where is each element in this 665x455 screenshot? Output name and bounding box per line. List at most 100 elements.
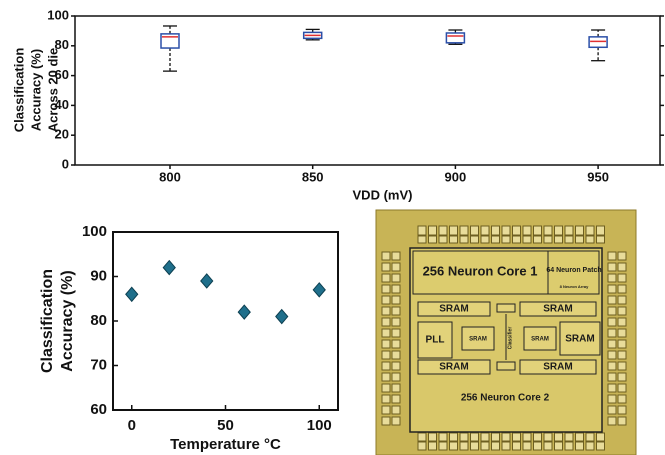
small-box <box>497 304 515 312</box>
pad <box>608 373 616 381</box>
pad <box>492 236 500 243</box>
pad <box>502 442 510 450</box>
data-point <box>163 261 175 275</box>
pad <box>439 433 447 441</box>
pad <box>450 442 458 450</box>
pad <box>576 226 584 235</box>
pad <box>513 433 521 441</box>
pad <box>523 226 531 235</box>
die-label: 64 Neuron Patch <box>546 267 601 274</box>
pad <box>392 307 400 315</box>
y-axis-label: Classification <box>39 269 56 373</box>
die-label: 8 Neuron Array <box>560 284 590 289</box>
pad <box>492 226 500 235</box>
box <box>446 33 464 43</box>
pad <box>418 226 426 235</box>
x-tick-label: 50 <box>217 417 234 434</box>
pad <box>502 236 510 243</box>
pad <box>523 442 531 450</box>
die-label: SRAM <box>439 362 468 373</box>
pad <box>608 296 616 304</box>
pad <box>597 442 605 450</box>
pad <box>555 236 563 243</box>
pad <box>471 442 479 450</box>
y-tick-label: 90 <box>90 267 107 284</box>
pad <box>418 236 426 243</box>
pad <box>382 274 390 282</box>
pad <box>382 263 390 271</box>
pad <box>382 351 390 359</box>
pad <box>618 329 626 337</box>
pad <box>392 318 400 326</box>
pad <box>618 351 626 359</box>
pad <box>392 340 400 348</box>
pad <box>492 433 500 441</box>
pad <box>382 395 390 403</box>
pad <box>382 318 390 326</box>
pad <box>392 351 400 359</box>
pad <box>608 384 616 392</box>
pad <box>618 263 626 271</box>
pad <box>392 373 400 381</box>
pad <box>618 384 626 392</box>
pad <box>450 236 458 243</box>
pad <box>392 274 400 282</box>
pad <box>565 226 573 235</box>
x-tick-label: 900 <box>445 169 467 184</box>
pad <box>608 318 616 326</box>
pad <box>608 263 616 271</box>
pad <box>471 433 479 441</box>
pad <box>597 236 605 243</box>
pad <box>460 433 468 441</box>
y-tick-label: 100 <box>47 7 69 22</box>
pad <box>608 252 616 260</box>
pad <box>439 236 447 243</box>
data-point <box>126 287 138 301</box>
pad <box>439 442 447 450</box>
pad <box>576 442 584 450</box>
die-label: 256 Neuron Core 2 <box>461 393 550 404</box>
pad <box>460 236 468 243</box>
pad <box>382 252 390 260</box>
pad <box>565 236 573 243</box>
pad <box>523 236 531 243</box>
pad <box>618 285 626 293</box>
pad <box>618 373 626 381</box>
pad <box>392 384 400 392</box>
data-point <box>276 310 288 324</box>
pad <box>534 226 542 235</box>
die-label: PLL <box>426 335 445 346</box>
x-tick-label: 0 <box>128 417 136 434</box>
pad <box>450 226 458 235</box>
pad <box>523 433 531 441</box>
pad <box>392 252 400 260</box>
pad <box>618 340 626 348</box>
pad <box>460 442 468 450</box>
pad <box>382 285 390 293</box>
pad <box>492 442 500 450</box>
die-label: SRAM <box>565 334 594 345</box>
pad <box>618 406 626 414</box>
pad <box>534 433 542 441</box>
box <box>161 34 179 48</box>
pad <box>429 236 437 243</box>
pad <box>429 433 437 441</box>
pad <box>555 442 563 450</box>
pad <box>429 226 437 235</box>
pad <box>576 236 584 243</box>
pad <box>450 433 458 441</box>
y-axis-label: Classification <box>11 48 26 133</box>
pad <box>382 373 390 381</box>
pad <box>382 296 390 304</box>
pad <box>382 340 390 348</box>
pad <box>382 362 390 370</box>
pad <box>460 226 468 235</box>
pad <box>534 236 542 243</box>
pad <box>586 236 594 243</box>
pad <box>544 236 552 243</box>
pad <box>392 417 400 425</box>
pad <box>618 296 626 304</box>
data-point <box>201 274 213 288</box>
pad <box>392 263 400 271</box>
figure: 256 Neuron Core 1 64 Neuron Patch 8 Neur… <box>0 0 665 455</box>
